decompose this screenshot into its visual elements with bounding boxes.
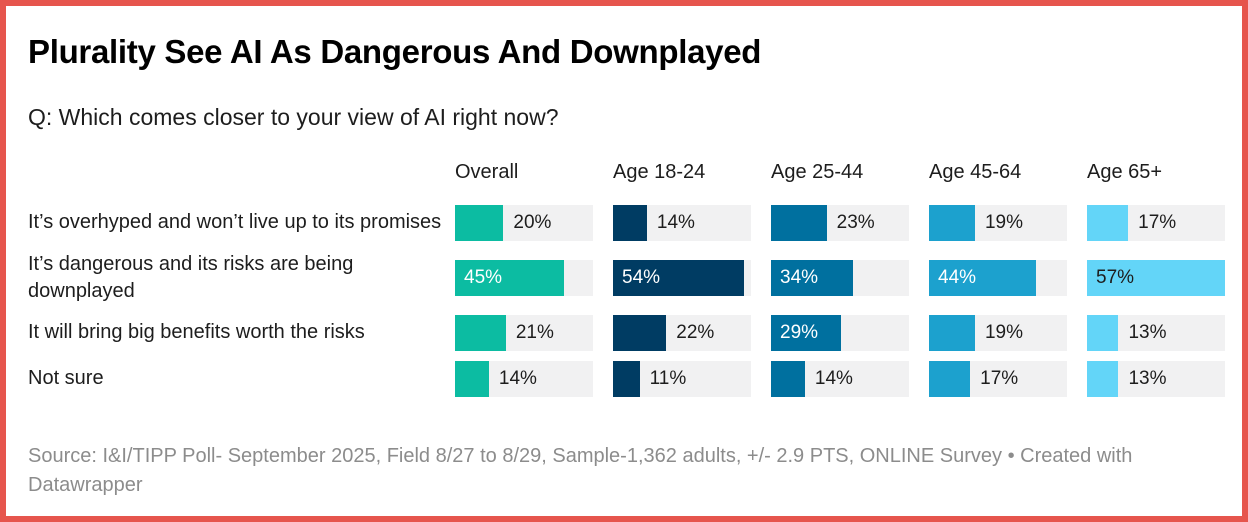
bar — [929, 259, 1036, 296]
bar-value-label: 23% — [836, 211, 875, 233]
bar-track: 45% — [455, 259, 593, 296]
bar-value-label: 54% — [622, 266, 661, 288]
bar-value-label: 22% — [676, 321, 715, 343]
bar-track: 29% — [771, 314, 909, 351]
bar-value-label: 44% — [938, 266, 977, 288]
chart-subtitle: Q: Which comes closer to your view of AI… — [28, 104, 559, 131]
bar-track: 20% — [455, 204, 593, 241]
bar-cell: 57% — [1087, 259, 1225, 296]
bar-cell: 21% — [455, 314, 613, 351]
bar-cell: 45% — [455, 259, 613, 296]
column-header-age-45-64: Age 45-64 — [929, 160, 1022, 183]
bar-cell: 44% — [929, 259, 1087, 296]
bar-value-label: 17% — [980, 367, 1019, 389]
bar-cell: 22% — [613, 314, 771, 351]
row-label: It will bring big benefits worth the ris… — [28, 321, 365, 344]
bar-cell: 17% — [1087, 204, 1225, 241]
bar — [613, 314, 667, 351]
column-header-overall: Overall — [455, 160, 519, 183]
bar — [1087, 360, 1119, 397]
column-header-age-65-: Age 65+ — [1087, 160, 1163, 183]
bar — [771, 204, 827, 241]
bar-track: 57% — [1087, 259, 1225, 296]
bar-track: 14% — [771, 360, 909, 397]
bar — [455, 259, 564, 296]
bar-track: 14% — [613, 204, 751, 241]
bar-value-label: 19% — [984, 211, 1024, 233]
bar — [613, 360, 640, 397]
bar-value-label: 19% — [984, 321, 1024, 343]
bar — [1087, 204, 1129, 241]
bar-value-label: 20% — [513, 211, 552, 233]
bar-track: 22% — [613, 314, 751, 351]
bar — [455, 204, 504, 241]
bar — [771, 259, 854, 296]
bar-track: 19% — [929, 204, 1067, 241]
column-header-age-18-24: Age 18-24 — [613, 160, 706, 183]
bar-cell: 20% — [455, 204, 613, 241]
chart-rows: It’s overhyped and won’t live up to its … — [28, 200, 1225, 402]
bar-cell: 13% — [1087, 314, 1225, 351]
bar — [455, 314, 506, 351]
bar-value-label: 14% — [814, 367, 853, 389]
bar-value-label: 17% — [1138, 211, 1177, 233]
bar-value-label: 29% — [780, 321, 819, 343]
bar-value-label: 13% — [1128, 321, 1167, 343]
bar-track: 44% — [929, 259, 1067, 296]
bar-cell: 14% — [613, 204, 771, 241]
bar-value-label: 14% — [498, 367, 537, 389]
table-row: It’s dangerous and its risks are being d… — [28, 246, 1225, 310]
bar-cell: 34% — [771, 259, 929, 296]
bar-cell: 14% — [455, 360, 613, 397]
bar — [771, 314, 842, 351]
bar-track: 11% — [613, 360, 751, 397]
bar-value-label: 45% — [464, 266, 503, 288]
bar-track: 13% — [1087, 314, 1225, 351]
bar — [929, 314, 975, 351]
bar-track: 21% — [455, 314, 593, 351]
bar-track: 14% — [455, 360, 593, 397]
bar — [771, 360, 805, 397]
bar-cell: 23% — [771, 204, 929, 241]
bar-cell: 14% — [771, 360, 929, 397]
bar-value-label: 13% — [1128, 367, 1167, 389]
bar-cell: 29% — [771, 314, 929, 351]
bar — [1087, 259, 1225, 296]
bar-cell: 11% — [613, 360, 771, 397]
bar-track: 19% — [929, 314, 1067, 351]
row-label: Not sure — [28, 367, 104, 390]
bar — [613, 259, 744, 296]
bar-track: 17% — [929, 360, 1067, 397]
bar-value-label: 57% — [1096, 266, 1135, 288]
bar-track: 54% — [613, 259, 751, 296]
bar — [929, 360, 971, 397]
bar-cell: 54% — [613, 259, 771, 296]
table-row: It will bring big benefits worth the ris… — [28, 310, 1225, 356]
bar-value-label: 21% — [515, 321, 554, 343]
table-row: It’s overhyped and won’t live up to its … — [28, 200, 1225, 246]
bar — [613, 204, 647, 241]
bar-value-label: 34% — [780, 266, 819, 288]
bar-track: 13% — [1087, 360, 1225, 397]
column-header-row: Overall Age 18-24 Age 25-44 Age 45-64 Age 65… — [28, 160, 1220, 184]
table-row: Not sure 14% 11% 14% 17% 13% — [28, 356, 1225, 402]
bar — [1087, 314, 1119, 351]
bar — [455, 360, 489, 397]
bar-cell: 19% — [929, 314, 1087, 351]
bar-value-label: 11% — [649, 367, 687, 389]
bar-cell: 13% — [1087, 360, 1225, 397]
bar-value-label: 14% — [656, 211, 695, 233]
column-header-age-25-44: Age 25-44 — [771, 160, 864, 183]
bar-track: 34% — [771, 259, 909, 296]
bar-track: 23% — [771, 204, 909, 241]
row-label: It’s dangerous and its risks are being d… — [28, 252, 354, 302]
chart-title: Plurality See AI As Dangerous And Downpl… — [28, 33, 762, 70]
row-label: It’s overhyped and won’t live up to its … — [28, 211, 442, 234]
bar — [929, 204, 975, 241]
bar-cell: 17% — [929, 360, 1087, 397]
source-note: Source: I&I/TIPP Poll- September 2025, F… — [28, 444, 1133, 496]
bar-cell: 19% — [929, 204, 1087, 241]
bar-track: 17% — [1087, 204, 1225, 241]
